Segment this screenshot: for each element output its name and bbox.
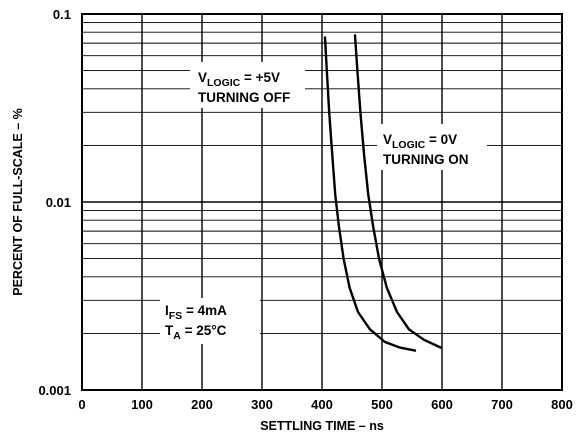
annotation-turning-off-label: TURNING OFF: [198, 90, 290, 105]
svg-text:TA = 25°C: TA = 25°C: [165, 323, 227, 342]
series-line-2: [353, 34, 442, 349]
y-tick-label: 0.001: [38, 383, 71, 398]
svg-text:VLOGIC = 0V: VLOGIC = 0V: [383, 132, 457, 151]
svg-text:VLOGIC = +5V: VLOGIC = +5V: [198, 70, 280, 89]
annotation-turning-on-v: V: [383, 132, 392, 147]
annotation-turning-on: VLOGIC = 0V TURNING ON: [377, 124, 487, 170]
x-tick-label: 400: [311, 397, 333, 412]
annotation-turning-off: VLOGIC = +5V TURNING OFF: [190, 62, 305, 108]
y-tick-label: 0.1: [53, 7, 71, 22]
annotation-ifs: I: [165, 303, 169, 318]
x-tick-label: 500: [371, 397, 393, 412]
plot-frame: [81, 13, 563, 391]
x-tick-labels: 0 100 200 300 400 500 600 700 800: [78, 397, 572, 412]
x-tick-label: 300: [251, 397, 273, 412]
annotation-ta: T: [165, 323, 174, 338]
x-tick-label: 700: [491, 397, 513, 412]
x-tick-label: 100: [131, 397, 153, 412]
x-tick-label: 0: [78, 397, 85, 412]
annotation-conditions: IFS = 4mA TA = 25°C: [160, 298, 260, 344]
grid: [81, 14, 563, 391]
x-tick-label: 600: [431, 397, 453, 412]
x-axis-title: SETTLING TIME – ns: [260, 419, 384, 433]
x-tick-label: 200: [191, 397, 213, 412]
annotation-turning-off-v: V: [198, 70, 207, 85]
series-curves: [323, 34, 442, 352]
svg-text:IFS = 4mA: IFS = 4mA: [165, 303, 227, 322]
annotation-turning-on-label: TURNING ON: [383, 152, 469, 167]
y-axis-title: PERCENT OF FULL-SCALE – %: [11, 108, 25, 296]
series-line-1: [323, 36, 417, 352]
y-tick-labels: 0.001 0.01 0.1: [38, 7, 71, 398]
x-tick-label: 800: [551, 397, 573, 412]
y-tick-label: 0.01: [46, 195, 71, 210]
